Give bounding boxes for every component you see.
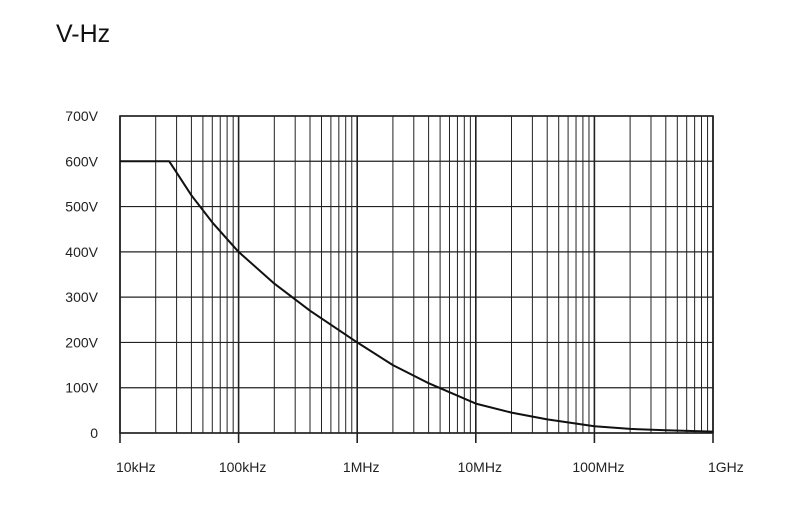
x-tick-label: 10MHz	[458, 459, 502, 475]
x-tick-label: 100kHz	[219, 459, 266, 475]
chart-title: V-Hz	[56, 20, 111, 48]
x-tick-label: 100MHz	[572, 459, 624, 475]
x-tick-label: 1MHz	[343, 459, 380, 475]
plot-frame	[119, 115, 714, 434]
y-tick-label: 200V	[65, 334, 98, 350]
y-tick-label: 600V	[65, 153, 98, 169]
y-tick-label: 0	[90, 425, 98, 441]
x-tick-label: 10kHz	[116, 459, 156, 475]
y-tick-label: 700V	[65, 108, 98, 124]
y-tick-label: 100V	[65, 380, 98, 396]
y-tick-label: 500V	[65, 199, 98, 215]
series-line	[120, 160, 714, 433]
y-tick-label: 400V	[65, 244, 98, 260]
x-tick-label: 1GHz	[708, 459, 744, 475]
y-tick-label: 300V	[65, 289, 98, 305]
